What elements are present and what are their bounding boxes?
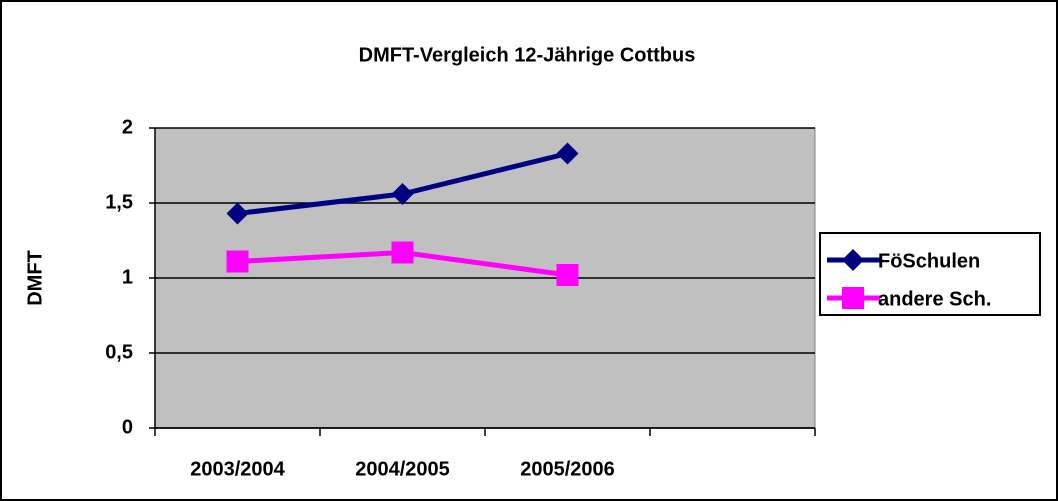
marker [842, 287, 864, 309]
marker [391, 183, 414, 205]
legend-label: FöSchulen [878, 250, 980, 272]
y-tick-label: 2 [122, 116, 133, 138]
chart-title: DMFT-Vergleich 12-Jährige Cottbus [359, 44, 696, 66]
y-tick-label: 1,5 [105, 191, 133, 213]
marker [391, 241, 414, 264]
y-tick-label: 0,5 [105, 341, 133, 363]
y-tick-label: 1 [122, 266, 133, 288]
marker [556, 264, 579, 286]
marker [226, 202, 249, 225]
x-tick-label: 2005/2006 [520, 458, 615, 480]
legend-label: andere Sch. [878, 288, 991, 310]
x-tick-label: 2004/2005 [355, 458, 450, 480]
marker [226, 250, 249, 273]
y-tick-label: 0 [122, 416, 133, 438]
x-tick-label: 2003/2004 [190, 458, 285, 480]
marker [842, 249, 864, 271]
marker [556, 142, 579, 165]
y-axis-label: DMFT [24, 250, 46, 306]
